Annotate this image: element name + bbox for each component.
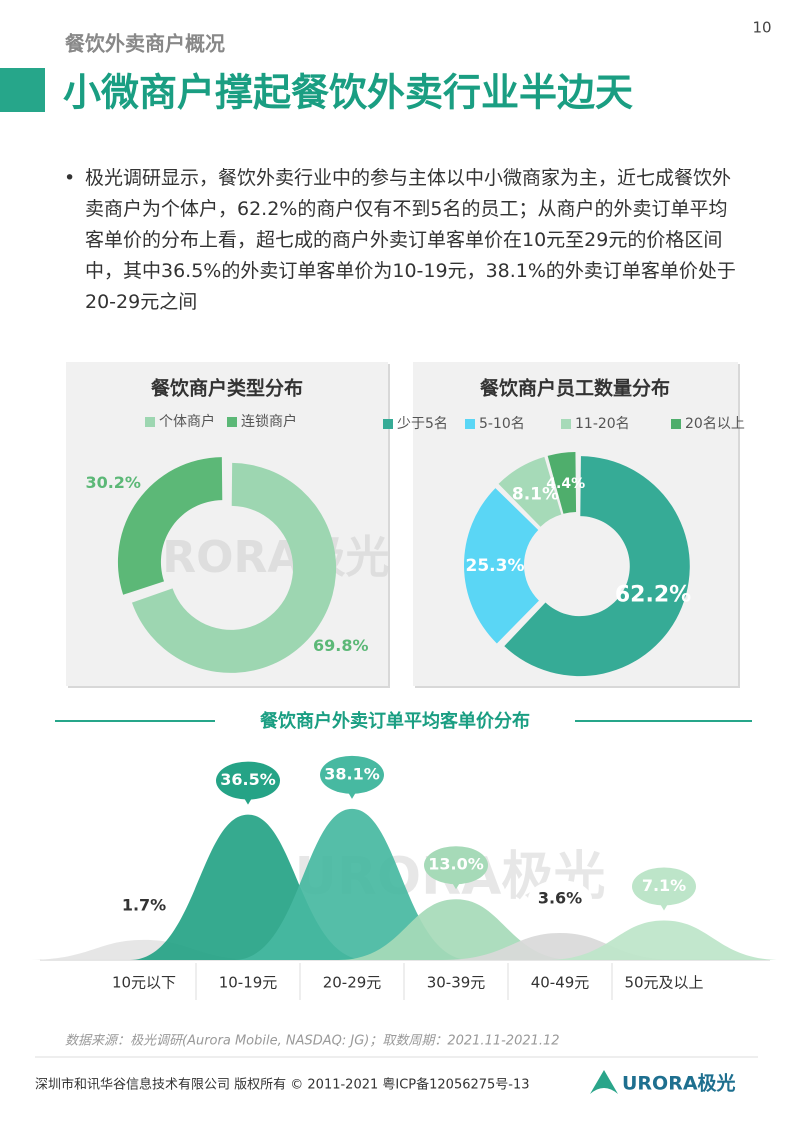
x-tick-label: 40-49元 bbox=[531, 974, 590, 992]
bullet-text: 极光调研显示，餐饮外卖行业中的参与主体以中小微商家为主，近七成餐饮外卖商户为个体… bbox=[85, 167, 736, 313]
footer-logo: URORA极光 bbox=[622, 1072, 736, 1095]
data-label: 69.8% bbox=[313, 636, 369, 655]
legend-label: 少于5名 bbox=[397, 416, 448, 432]
bullet-dot: • bbox=[64, 167, 76, 189]
title-bar bbox=[0, 68, 45, 112]
data-label: 13.0% bbox=[428, 855, 484, 874]
legend-swatch bbox=[145, 417, 155, 427]
legend-label: 个体商户 bbox=[159, 413, 215, 430]
pie-slice bbox=[504, 456, 690, 677]
label-bubble bbox=[528, 880, 592, 919]
x-tick-label: 10-19元 bbox=[219, 974, 278, 992]
label-bubble bbox=[320, 755, 384, 794]
pie-slice bbox=[498, 456, 562, 527]
chart-title: 餐饮商户外卖订单平均客单价分布 bbox=[259, 710, 530, 732]
data-label: 38.1% bbox=[324, 764, 380, 783]
label-bubble bbox=[632, 867, 696, 906]
data-label: 8.1% bbox=[512, 484, 559, 504]
logo-icon bbox=[590, 1070, 618, 1094]
label-bubble bbox=[424, 846, 488, 885]
legend-label: 连锁商户 bbox=[241, 413, 297, 430]
legend-swatch bbox=[465, 419, 475, 429]
data-label: 62.2% bbox=[615, 583, 691, 608]
page-number: 10 bbox=[752, 19, 771, 37]
title-bg bbox=[215, 709, 575, 735]
legend-label: 11-20名 bbox=[575, 416, 630, 432]
watermark: URORA极光 bbox=[127, 532, 390, 583]
bell-area bbox=[546, 920, 782, 960]
data-label: 7.1% bbox=[642, 876, 686, 895]
x-tick-label: 30-39元 bbox=[427, 974, 486, 992]
data-label: 30.2% bbox=[85, 473, 141, 492]
label-bubble bbox=[112, 886, 176, 925]
data-label: 4.4% bbox=[546, 476, 585, 492]
legend-swatch bbox=[383, 419, 393, 429]
pie-slice bbox=[547, 452, 577, 514]
x-tick-label: 20-29元 bbox=[323, 974, 382, 992]
chart-title: 餐饮商户类型分布 bbox=[151, 377, 303, 400]
x-tick-label: 10元以下 bbox=[112, 974, 176, 992]
pie-slice bbox=[117, 457, 223, 595]
legend-swatch bbox=[671, 419, 681, 429]
x-tick-label: 50元及以上 bbox=[624, 974, 703, 992]
chart-title: 餐饮商户员工数量分布 bbox=[480, 377, 670, 400]
bell-area bbox=[234, 808, 470, 960]
legend-swatch bbox=[561, 419, 571, 429]
data-label: 1.7% bbox=[122, 895, 166, 914]
data-label: 25.3% bbox=[466, 556, 525, 576]
pie-slice bbox=[464, 488, 539, 644]
legend-label: 20名以上 bbox=[685, 416, 745, 432]
legend-label: 5-10名 bbox=[479, 416, 525, 432]
source: 数据来源：极光调研(Aurora Mobile, NASDAQ: JG)；取数周… bbox=[65, 1034, 560, 1049]
pie-slice bbox=[131, 462, 337, 673]
footer-text: 深圳市和讯华谷信息技术有限公司 版权所有 © 2011-2021 粤ICP备12… bbox=[35, 1077, 530, 1093]
page-title: 小微商户撑起餐饮外卖行业半边天 bbox=[63, 71, 633, 115]
label-bubble bbox=[216, 761, 280, 800]
legend-swatch bbox=[227, 417, 237, 427]
data-label: 36.5% bbox=[220, 770, 276, 789]
data-label: 3.6% bbox=[538, 889, 582, 908]
section-title: 餐饮外卖商户概况 bbox=[65, 32, 225, 56]
